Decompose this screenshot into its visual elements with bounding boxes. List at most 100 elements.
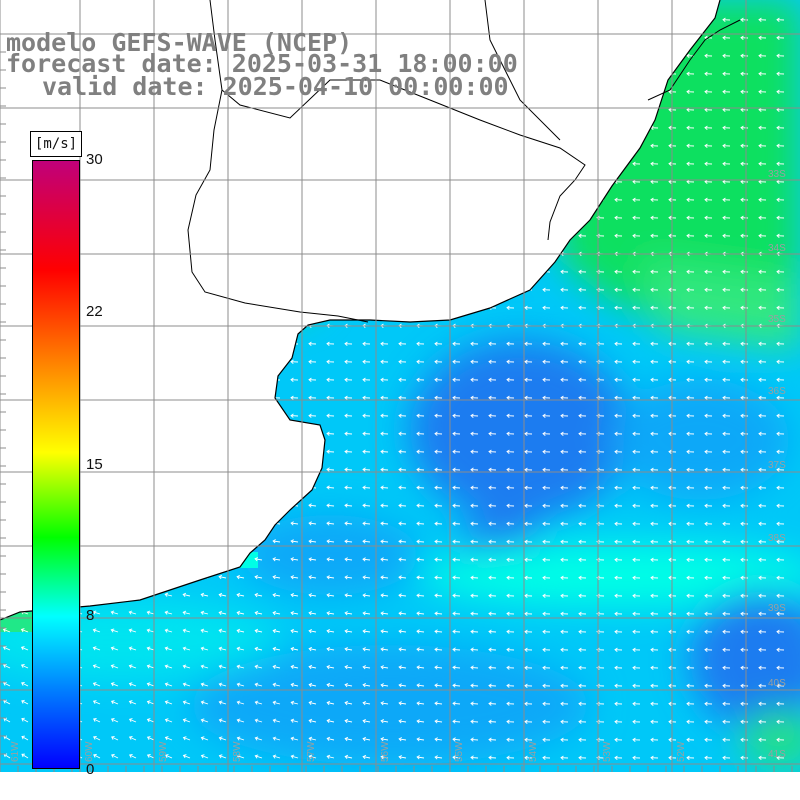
wind-arrow-head xyxy=(578,449,582,454)
wind-arrow-head xyxy=(668,17,672,22)
wind-arrow-head xyxy=(218,556,222,562)
wind-arrow-head xyxy=(308,215,312,220)
wind-arrow xyxy=(93,557,101,561)
wind-arrow-head xyxy=(182,341,186,346)
wind-arrow-head xyxy=(380,503,384,508)
wind-arrow xyxy=(255,737,263,741)
wind-arrow-head xyxy=(650,647,654,652)
wind-arrow-head xyxy=(686,377,690,382)
wind-arrow-head xyxy=(218,521,222,526)
wind-arrow xyxy=(93,736,101,741)
wind-arrow-head xyxy=(452,125,456,130)
colorbar-tick-22: 22 xyxy=(86,303,103,320)
wind-arrow-head xyxy=(128,467,132,472)
wind-arrow-head xyxy=(434,737,438,742)
wind-arrow-head xyxy=(452,269,456,274)
wind-arrow-head xyxy=(560,107,564,112)
wind-arrow-head xyxy=(272,377,276,382)
wind-arrow-head xyxy=(308,628,312,634)
wind-arrow xyxy=(362,486,371,489)
wind-arrow-head xyxy=(344,682,348,688)
wind-arrow-head xyxy=(632,719,636,724)
wind-arrow-head xyxy=(740,287,744,292)
wind-arrow-head xyxy=(632,755,636,760)
wind-arrow-head xyxy=(650,233,654,238)
wind-arrow-head xyxy=(578,521,582,526)
wind-arrow xyxy=(93,754,101,759)
wind-arrow xyxy=(344,522,353,525)
wind-arrow-head xyxy=(146,431,150,436)
wind-arrow-head xyxy=(416,341,420,346)
wind-arrow-head xyxy=(596,593,600,598)
wind-arrow-head xyxy=(236,557,241,562)
wind-arrow xyxy=(290,450,299,453)
wind-arrow-head xyxy=(524,359,528,364)
wind-arrow-head xyxy=(110,467,114,472)
wind-arrow-head xyxy=(272,557,276,562)
wind-arrow-head xyxy=(506,683,510,688)
wind-arrow-head xyxy=(398,683,402,688)
wind-arrow-head xyxy=(452,35,456,40)
wind-arrow-head xyxy=(668,35,672,40)
wind-arrow xyxy=(399,684,407,687)
wind-arrow-head xyxy=(668,737,672,742)
wind-arrow-head xyxy=(362,521,366,526)
wind-arrow-head xyxy=(380,179,384,184)
wind-arrow-head xyxy=(92,682,97,687)
wind-arrow-head xyxy=(434,341,438,346)
wind-arrow-head xyxy=(506,35,510,40)
wind-arrow-head xyxy=(2,592,7,597)
wind-arrow-head xyxy=(488,503,492,508)
wind-arrow-head xyxy=(452,215,456,220)
wind-arrow-head xyxy=(560,719,564,724)
wind-arrow-head xyxy=(2,556,7,561)
wind-arrow xyxy=(272,433,281,435)
wind-arrow-head xyxy=(308,503,312,508)
wind-arrow-head xyxy=(524,557,528,562)
wind-arrow-head xyxy=(452,413,456,418)
wind-arrow-head xyxy=(254,646,259,651)
wind-arrow-head xyxy=(344,179,348,184)
wind-arrow xyxy=(326,522,335,525)
wind-arrow-head xyxy=(362,17,366,22)
wind-arrow-head xyxy=(254,179,258,184)
wind-arrow-head xyxy=(434,593,438,598)
wind-arrow-head xyxy=(632,269,636,274)
wind-arrow-head xyxy=(416,647,420,652)
wind-arrow-head xyxy=(704,737,708,742)
wind-arrow-head xyxy=(524,125,528,130)
wind-arrow xyxy=(470,702,479,705)
wind-arrow-head xyxy=(326,700,331,706)
wind-arrow-head xyxy=(470,755,474,760)
wind-arrow-head xyxy=(740,611,744,616)
wind-arrow xyxy=(452,666,461,669)
wind-arrow-head xyxy=(182,574,187,580)
wind-arrow-head xyxy=(380,611,384,616)
title-valid-date: valid date: 2025-04-10 00:00:00 xyxy=(42,72,509,101)
wind-arrow xyxy=(111,682,119,687)
wind-arrow-head xyxy=(452,737,456,742)
wind-arrow-head xyxy=(416,197,420,202)
wind-arrow-head xyxy=(668,143,672,148)
wind-arrow-head xyxy=(110,718,115,723)
wind-arrow xyxy=(398,504,407,507)
wind-arrow-head xyxy=(758,575,762,580)
wind-arrow-head xyxy=(200,305,204,310)
wind-arrow xyxy=(21,718,29,723)
wind-arrow-head xyxy=(758,611,762,616)
wind-arrow-head xyxy=(236,574,240,580)
wind-arrow-head xyxy=(722,719,726,724)
wind-arrow-head xyxy=(272,664,277,669)
wind-arrow xyxy=(147,647,155,651)
wind-arrow-head xyxy=(524,449,528,454)
wind-arrow-head xyxy=(578,35,582,40)
wind-arrow-head xyxy=(722,35,726,40)
wind-arrow-head xyxy=(614,593,618,598)
wind-arrow-head xyxy=(254,718,259,723)
wind-arrow-head xyxy=(290,305,294,310)
wind-arrow-head xyxy=(470,701,474,706)
wind-arrow-head xyxy=(56,107,60,112)
wind-arrow-head xyxy=(524,467,528,472)
wind-arrow-head xyxy=(506,503,510,508)
wind-arrow-head xyxy=(542,377,546,382)
